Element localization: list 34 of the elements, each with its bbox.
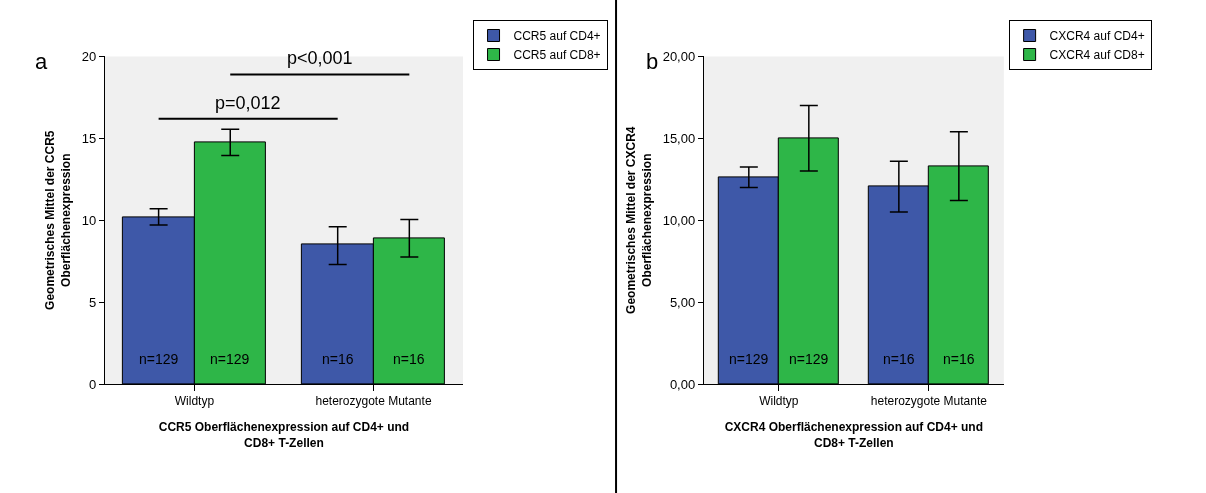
annotation: n=129 <box>139 351 179 367</box>
annotation: n=129 <box>210 351 250 367</box>
y-tick-label: 0 <box>89 376 97 392</box>
x-axis-title: CXCR4 Oberflächenexpression auf CD4+ und CD8+ T-Zellen <box>724 420 984 450</box>
y-tick-label: 10 <box>81 212 97 228</box>
y-tick-label: 15 <box>81 130 97 146</box>
y-tick-label: 20,00 <box>662 48 696 64</box>
text: a <box>35 49 48 74</box>
y-axis-title: Geometrisches Mittel der CCR5 Oberflächenexpression <box>43 130 74 310</box>
legend-label: CCR5 auf CD8+ <box>513 48 601 63</box>
legend-label: CXCR4 auf CD8+ <box>1049 48 1145 63</box>
x-tick-label: heterozygote Mutante <box>870 394 988 409</box>
annotation: n=16 <box>883 351 915 367</box>
x-axis-title: CCR5 Oberflächenexpression auf CD4+ und CD8+ T-Zellen <box>158 420 410 450</box>
y-axis-title: Geometrisches Mittel der CXCR4 Oberflächenexpression <box>624 126 654 314</box>
legend-label: CXCR4 auf CD4+ <box>1049 29 1145 44</box>
y-tick-label: 15,00 <box>662 130 696 146</box>
annotation: p=0,012 <box>215 93 281 113</box>
y-tick-label: 5 <box>89 294 97 310</box>
x-tick-label: Wildtyp <box>174 394 215 409</box>
text: b <box>646 49 659 74</box>
legend-label: CCR5 auf CD4+ <box>513 29 601 44</box>
annotation: n=129 <box>789 351 829 367</box>
y-tick-label: 0,00 <box>669 376 696 392</box>
x-tick-label: Wildtyp <box>759 394 799 409</box>
annotation: p<0,001 <box>287 48 353 68</box>
y-tick-label: 20 <box>81 48 97 64</box>
annotation: n=16 <box>322 351 354 367</box>
y-tick-label: 10,00 <box>662 212 696 228</box>
y-tick-label: 5,00 <box>669 294 696 310</box>
annotation: n=16 <box>393 351 425 367</box>
annotation: n=16 <box>943 351 975 367</box>
x-tick-label: heterozygote Mutante <box>315 394 432 409</box>
annotation: n=129 <box>729 351 769 367</box>
